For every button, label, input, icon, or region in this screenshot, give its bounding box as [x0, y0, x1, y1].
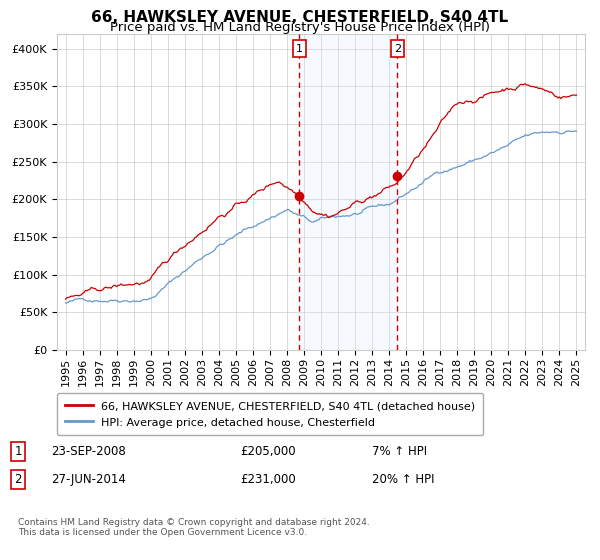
- Text: 7% ↑ HPI: 7% ↑ HPI: [372, 445, 427, 459]
- Text: 27-JUN-2014: 27-JUN-2014: [51, 473, 126, 487]
- Text: 2: 2: [14, 473, 22, 487]
- Text: 20% ↑ HPI: 20% ↑ HPI: [372, 473, 434, 487]
- Legend: 66, HAWKSLEY AVENUE, CHESTERFIELD, S40 4TL (detached house), HPI: Average price,: 66, HAWKSLEY AVENUE, CHESTERFIELD, S40 4…: [57, 393, 484, 435]
- Text: £231,000: £231,000: [240, 473, 296, 487]
- Text: 1: 1: [296, 44, 303, 54]
- Text: 23-SEP-2008: 23-SEP-2008: [51, 445, 126, 459]
- Text: 1: 1: [14, 445, 22, 459]
- Text: Price paid vs. HM Land Registry's House Price Index (HPI): Price paid vs. HM Land Registry's House …: [110, 21, 490, 34]
- Text: 66, HAWKSLEY AVENUE, CHESTERFIELD, S40 4TL: 66, HAWKSLEY AVENUE, CHESTERFIELD, S40 4…: [91, 10, 509, 25]
- Text: 2: 2: [394, 44, 401, 54]
- Text: £205,000: £205,000: [240, 445, 296, 459]
- Bar: [299, 34, 397, 350]
- Text: Contains HM Land Registry data © Crown copyright and database right 2024.
This d: Contains HM Land Registry data © Crown c…: [18, 518, 370, 538]
